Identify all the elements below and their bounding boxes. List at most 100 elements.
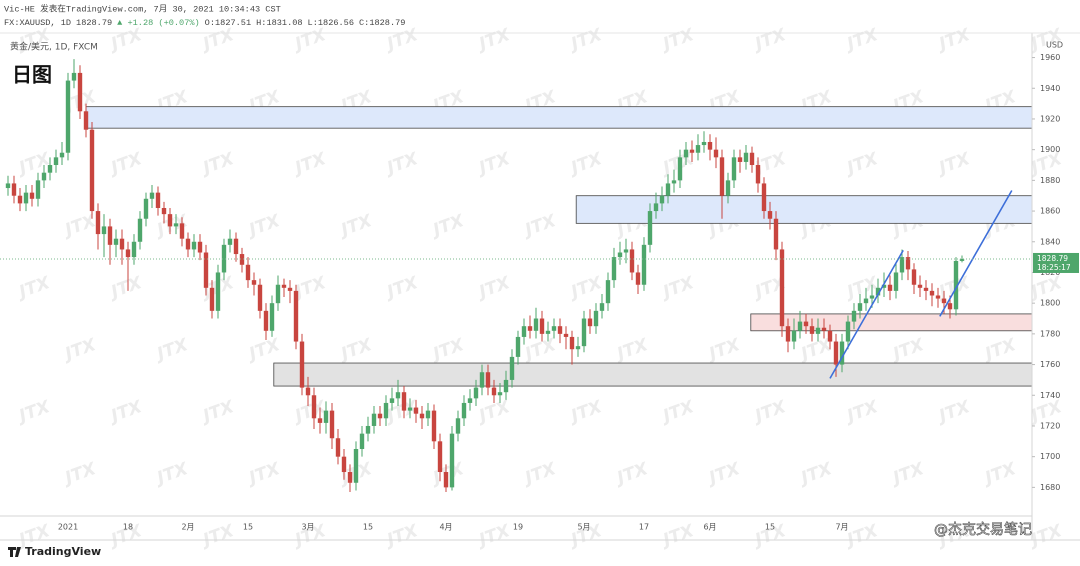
credit: @杰克交易笔记 xyxy=(934,521,1032,538)
candle-body xyxy=(473,387,479,399)
candle-body xyxy=(173,223,179,227)
candle-body xyxy=(881,284,887,288)
candle-body xyxy=(101,226,107,235)
candle-body xyxy=(533,318,539,331)
candle-body xyxy=(575,346,581,350)
candle-body xyxy=(371,413,377,426)
x-tick-label: 18 xyxy=(123,523,133,532)
candle-body xyxy=(413,407,419,414)
x-tick-label: 2021 xyxy=(58,523,78,532)
ohlc-label: O: xyxy=(205,18,215,28)
candle-body xyxy=(725,180,731,196)
symbol: FX:XAUUSD, 1D xyxy=(4,18,71,28)
y-tick-label: 1740 xyxy=(1040,391,1060,400)
candle-body xyxy=(743,152,749,162)
candle-body xyxy=(923,287,929,291)
candle-body xyxy=(929,290,935,296)
candle-body xyxy=(431,410,437,442)
candle-body xyxy=(107,226,113,245)
candle-body xyxy=(869,295,875,299)
candle-body xyxy=(89,129,95,212)
low-value: 1826.56 xyxy=(318,18,354,28)
candle-body xyxy=(29,192,35,199)
candle-body xyxy=(299,341,305,388)
publish-line: Vic-HE 发表在TradingView.com, 7月 30, 2021 1… xyxy=(4,2,281,14)
last-price-label: 1828.79 xyxy=(1037,254,1068,263)
candle-body xyxy=(683,149,689,158)
candle-body xyxy=(635,272,641,285)
candle-body xyxy=(851,310,857,322)
candle-body xyxy=(227,238,233,245)
instrument: 黄金/美元, 1D, FXCM xyxy=(10,41,98,53)
candle-body xyxy=(65,80,71,153)
candle-body xyxy=(857,303,863,311)
candle-body xyxy=(215,272,221,311)
candle-body xyxy=(449,433,455,488)
candle-body xyxy=(467,398,473,403)
candle-body xyxy=(275,284,281,304)
candle-body xyxy=(491,387,497,396)
candle-body xyxy=(779,249,785,327)
candle-body xyxy=(143,198,149,219)
candle-body xyxy=(191,241,197,250)
close-value: 1828.79 xyxy=(369,18,405,28)
candle-body xyxy=(323,410,329,423)
x-tick-label: 19 xyxy=(513,523,523,532)
candle-body xyxy=(335,438,341,457)
candle-body xyxy=(119,238,125,250)
candle-body xyxy=(701,141,707,146)
candle-body xyxy=(233,238,239,255)
candle-body xyxy=(455,418,461,434)
y-tick-label: 1900 xyxy=(1040,145,1060,154)
open-value: 1827.51 xyxy=(215,18,251,28)
candle-body xyxy=(293,290,299,342)
candle-body xyxy=(557,326,563,334)
trend-line xyxy=(939,190,1013,317)
candle-body xyxy=(671,180,677,184)
candle-body xyxy=(791,330,797,342)
candle-body xyxy=(629,249,635,273)
candle-body xyxy=(23,192,29,204)
candle-body xyxy=(959,258,965,261)
currency: USD xyxy=(1046,41,1063,50)
candle-body xyxy=(5,183,11,189)
candle-body xyxy=(827,330,833,342)
candle-body xyxy=(41,172,47,181)
candle-body xyxy=(353,448,359,483)
candle-body xyxy=(521,326,527,337)
candle-body xyxy=(35,180,41,199)
candle-body xyxy=(329,410,335,439)
logo: TradingView xyxy=(8,545,101,558)
change: ▲ +1.28 (+0.07%) xyxy=(117,18,200,28)
candle-body xyxy=(623,249,629,253)
ohlc-label: C: xyxy=(359,18,369,28)
candle-body xyxy=(947,303,953,310)
candle-body xyxy=(761,183,767,212)
candle-body xyxy=(377,413,383,419)
y-tick-label: 1800 xyxy=(1040,299,1060,308)
candle-body xyxy=(317,418,323,423)
x-tick-label: 5月 xyxy=(577,523,590,532)
candle-body xyxy=(839,341,845,365)
candle-body xyxy=(503,379,509,393)
candle-body xyxy=(401,392,407,411)
symbol-line: FX:XAUUSD, 1D 1828.79 ▲ +1.28 (+0.07%) O:18… xyxy=(4,18,405,28)
candle-body xyxy=(437,441,443,473)
candle-body xyxy=(845,321,851,342)
x-tick-label: 15 xyxy=(363,523,373,532)
last-price-box xyxy=(1033,252,1079,273)
candle-body xyxy=(167,214,173,227)
candle-body xyxy=(647,211,653,245)
candle-body xyxy=(953,260,959,310)
candle-body xyxy=(185,238,191,250)
candle-body xyxy=(341,456,347,473)
candle-body xyxy=(47,165,53,173)
candle-body xyxy=(131,241,137,258)
x-tick-label: 6月 xyxy=(703,523,716,532)
candle-body xyxy=(281,284,287,288)
candle-body xyxy=(527,326,533,331)
candle-body xyxy=(911,269,917,285)
zone xyxy=(575,195,1033,224)
y-tick-label: 1780 xyxy=(1040,329,1060,338)
